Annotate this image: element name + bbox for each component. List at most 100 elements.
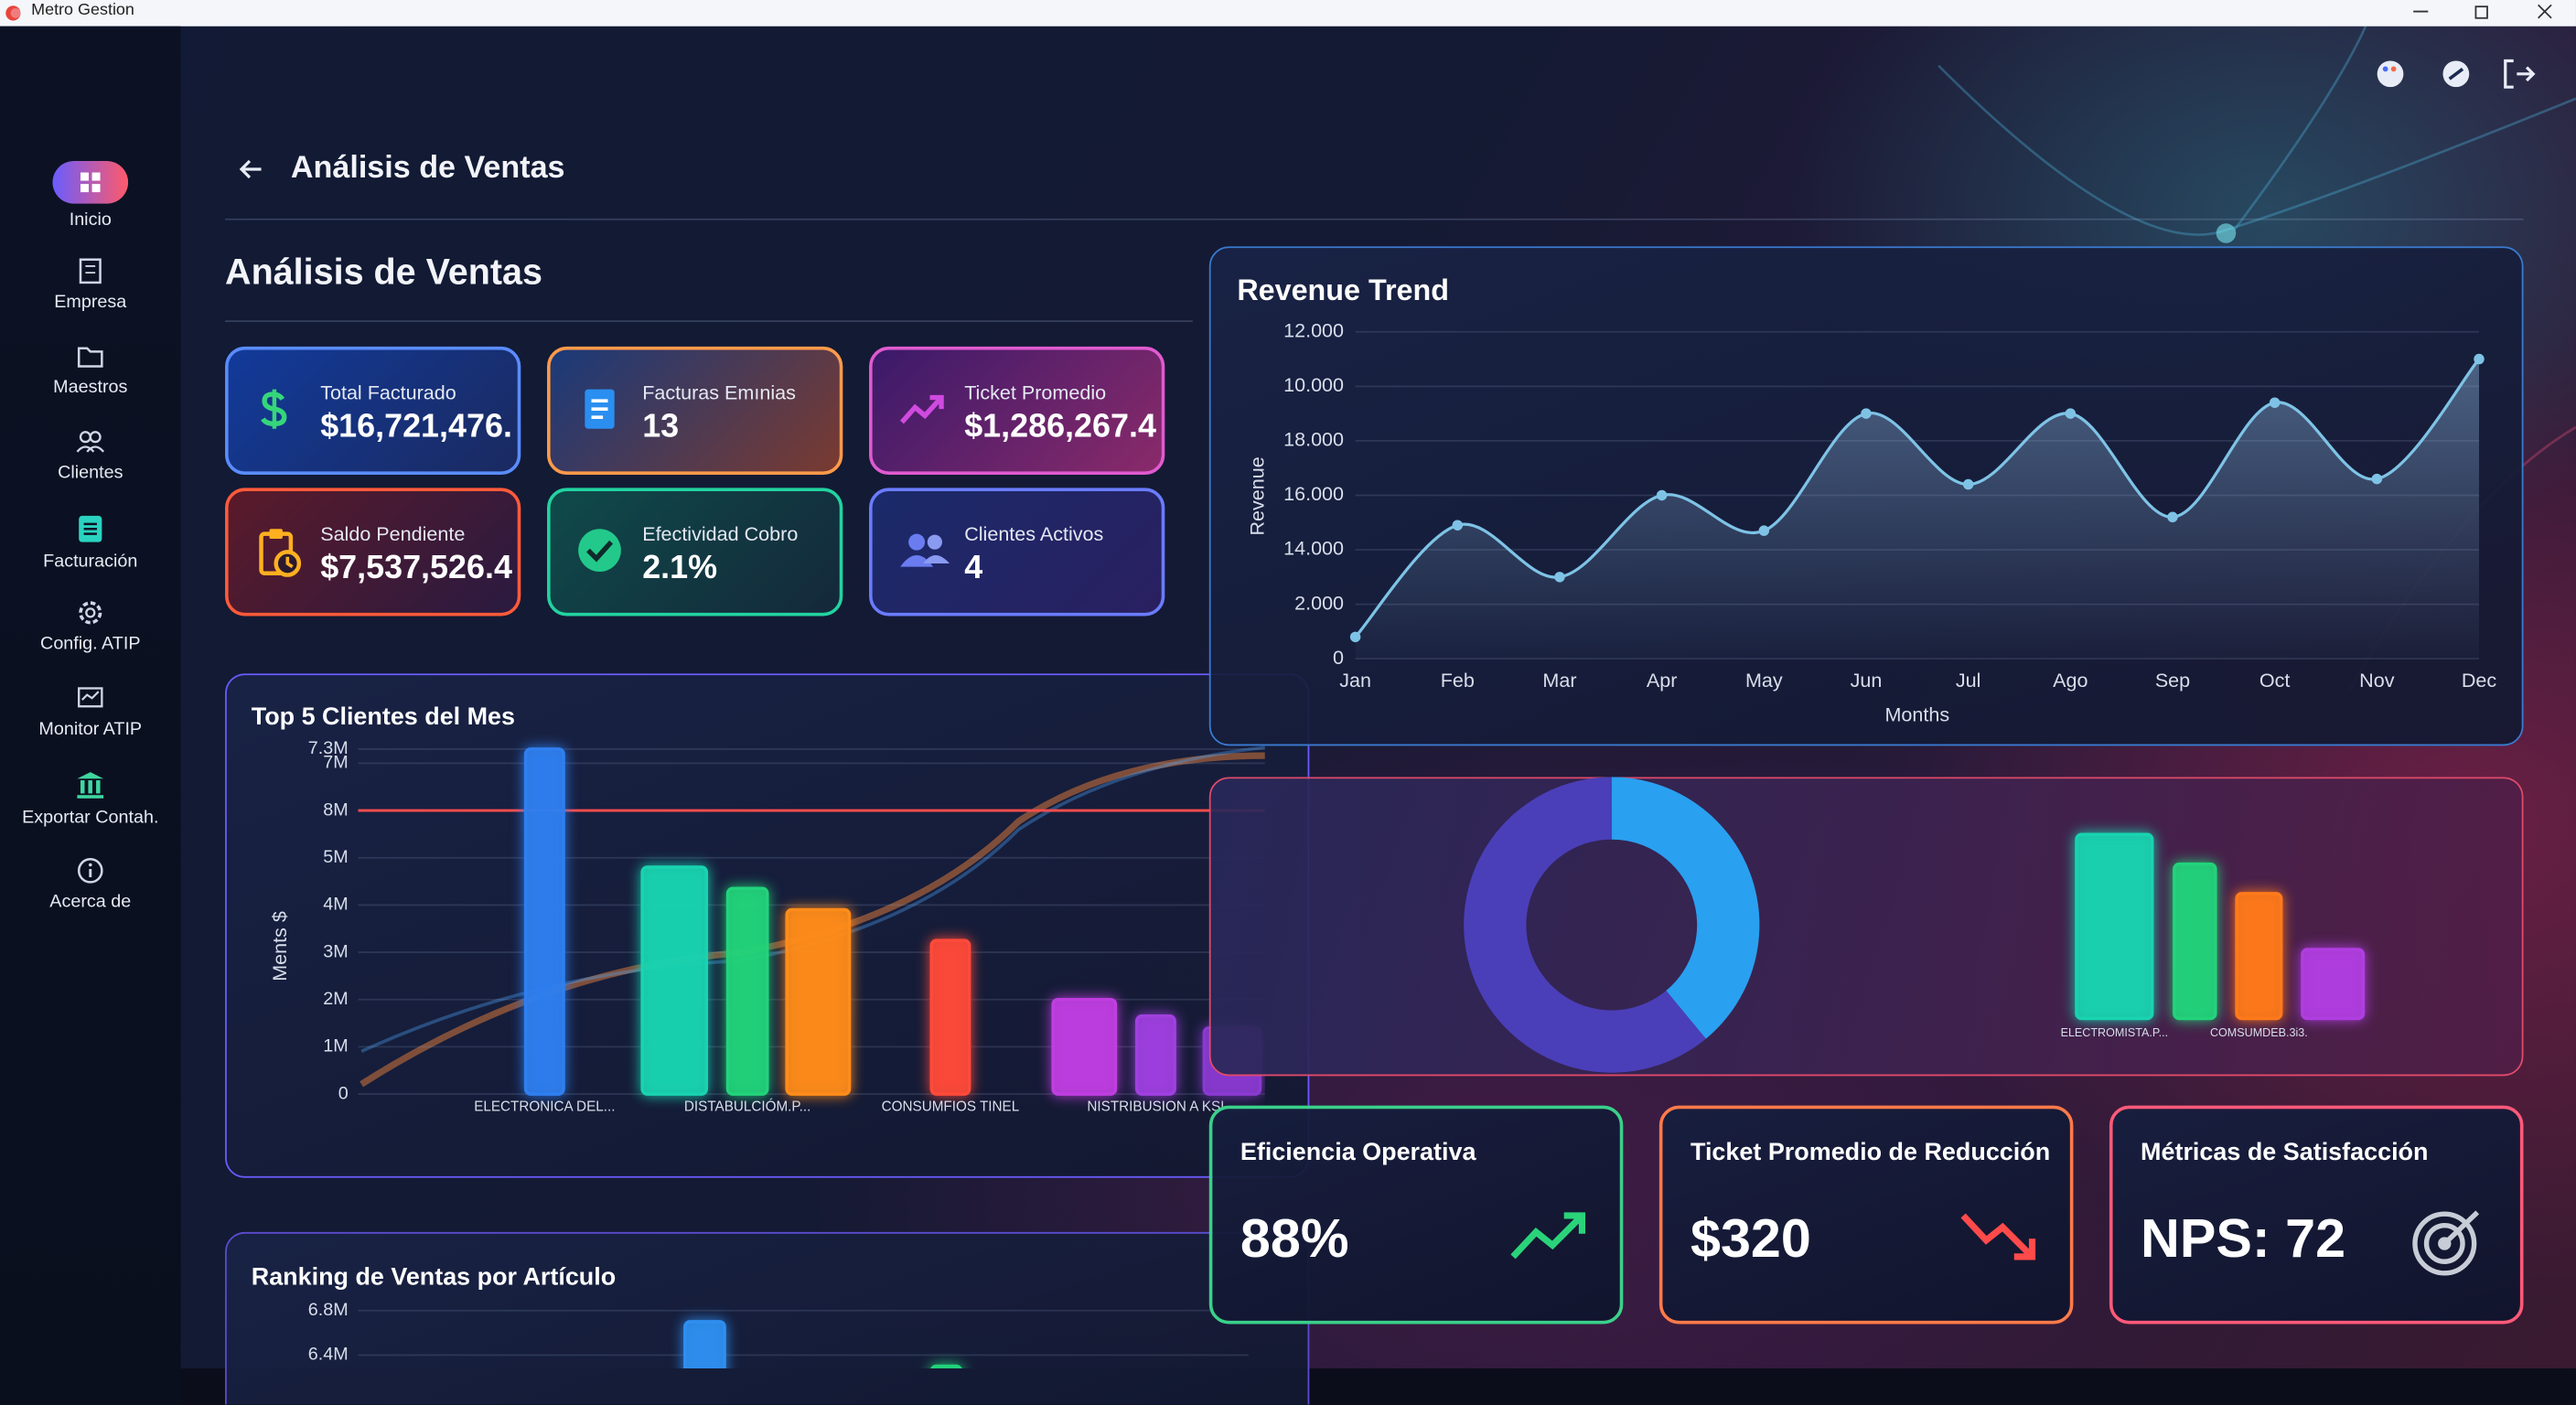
chart-title: Top 5 Clientes del Mes — [252, 702, 515, 730]
x-tick-label: ELECTRONICA DEL... — [474, 1099, 615, 1114]
metric-value: $320 — [1690, 1207, 1811, 1269]
app-icon — [5, 5, 21, 21]
bar — [785, 907, 852, 1096]
section-title: Análisis de Ventas — [225, 251, 543, 293]
x-tick-label: Mar — [1542, 669, 1576, 692]
nav-label: Clientes — [58, 463, 123, 483]
header-title: Análisis de Ventas — [290, 151, 565, 186]
nav-item[interactable]: Inicio — [0, 160, 181, 230]
x-tick-label: Sep — [2155, 669, 2190, 692]
metric-title: Eficiencia Operativa — [1240, 1138, 1476, 1167]
x-tick-label: Nov — [2359, 669, 2395, 692]
bar-chart: Top 5 Clientes del Mes Ments $ 0 1M 2M 3M 4M 5M… — [252, 702, 1265, 1114]
kpi-icon — [578, 529, 621, 572]
mini-bar-chart: ELECTROMISTA.P... COMSUMDEB.3i3. — [2061, 832, 2366, 1039]
nav-icon — [78, 687, 103, 708]
toolbar-icons[interactable] — [2366, 54, 2547, 93]
point — [1758, 525, 1770, 536]
sidebar: Inicio Empresa Maestros Clientes Factura… — [0, 26, 181, 1405]
chart-card — [1208, 777, 2524, 1077]
nav-label: Maestros — [53, 378, 128, 398]
back-button[interactable] — [237, 155, 266, 184]
title-bar: Metro Gestion — [0, 0, 2576, 27]
bar — [2173, 862, 2217, 1021]
kpi-icon — [261, 389, 287, 429]
x-tick-label: Ago — [2053, 669, 2088, 692]
kpi-icon — [899, 394, 944, 424]
kpi-value: $7,537,526.4 — [320, 550, 512, 587]
metric-card: Eficiencia Operativa 88% — [1208, 1105, 1624, 1325]
kpi-icon — [900, 533, 950, 567]
donut-segment — [1611, 777, 1760, 1039]
bar — [1051, 997, 1118, 1096]
metric-title: Ticket Promedio de Reducción — [1690, 1138, 2051, 1167]
bar — [2235, 892, 2283, 1021]
bar — [725, 886, 769, 1096]
kpi-value: 4 — [964, 550, 983, 587]
kpi-value: 13 — [642, 409, 680, 445]
y-tick-label: 0 — [1333, 646, 1344, 669]
donut-segment — [1464, 777, 1706, 1073]
metric-icon — [1510, 1212, 1586, 1260]
nav-item[interactable]: Exportar Contah. — [0, 768, 181, 828]
y-tick-label: 14.000 — [1283, 537, 1344, 560]
metric-title: Métricas de Satisfacción — [2141, 1138, 2429, 1167]
nav-item[interactable]: Maestros — [0, 342, 181, 398]
nav-item[interactable]: Facturación — [0, 512, 181, 572]
kpi-card: Saldo Pendiente $7,537,526.4 — [225, 488, 521, 617]
section-divider — [225, 320, 1193, 322]
kpi-card: Clientes Activos 4 — [869, 488, 1165, 617]
y-tick-label: 6.4M — [308, 1345, 349, 1365]
y-axis-label: Ments $ — [268, 911, 291, 981]
point — [2167, 511, 2178, 523]
nav-item[interactable]: Config. ATIP — [0, 598, 181, 654]
y-axis-label: Revenue — [1245, 456, 1268, 535]
y-tick-label: 3M — [323, 941, 348, 961]
window-controls[interactable] — [2399, 4, 2563, 24]
area — [1355, 359, 2480, 660]
nav-item[interactable]: Acerca de — [0, 856, 181, 912]
y-tick-label: 7.3M — [308, 738, 349, 758]
chart-title: Revenue Trend — [1237, 273, 1449, 306]
donut-chart — [1464, 777, 1760, 1073]
metric-card: Métricas de Satisfacción NPS: 72 — [2109, 1105, 2524, 1325]
nav-item[interactable]: Empresa — [0, 256, 181, 312]
nav-item[interactable]: Monitor ATIP — [0, 683, 181, 739]
kpi-card: Facturas Emınias 13 — [547, 346, 843, 476]
metric-value: 88% — [1240, 1207, 1349, 1269]
x-tick-label: Oct — [2259, 669, 2291, 692]
x-tick-label: Dec — [2462, 669, 2497, 692]
x-tick-label: Jul — [1956, 669, 1981, 692]
nav-icon — [79, 515, 102, 542]
kpi-label: Ticket Promedio — [964, 381, 1107, 404]
bar — [929, 938, 971, 1096]
metric-icon — [1960, 1213, 2036, 1260]
line-chart: Revenue Trend Revenue Months 0 2.000 14.000 16… — [1237, 273, 2497, 725]
nav-icon — [77, 347, 103, 368]
bar-chart: Ranking de Ventas por Artículo 6.8M 6.4M — [252, 1262, 1249, 1368]
kpi-value: $16,721,476. — [320, 409, 512, 445]
x-tick-label: DISTABULCIÓM.P... — [684, 1099, 810, 1114]
kpi-card: Efectividad Cobro 2.1% — [547, 488, 843, 617]
kpi-card: Total Facturado $16,721,476. — [225, 346, 521, 476]
x-tick-label: CONSUMFIOS TINEL — [882, 1099, 1020, 1114]
kpi-label: Facturas Emınias — [642, 381, 796, 404]
point — [1962, 478, 1974, 490]
nav-icon — [77, 857, 103, 884]
nav-icon — [79, 258, 102, 284]
nav-icon — [77, 772, 104, 799]
point — [1452, 520, 1464, 531]
x-tick-label: Jan — [1339, 669, 1371, 692]
kpi-value: $1,286,267.4 — [964, 409, 1156, 445]
kpi-value: 2.1% — [642, 550, 718, 587]
bar — [2301, 948, 2366, 1021]
bar — [523, 747, 565, 1096]
chart-card — [225, 1231, 1310, 1405]
metric-card: Ticket Promedio de Reducción $320 — [1658, 1105, 2074, 1325]
y-tick-label: 10.000 — [1283, 373, 1344, 396]
x-tick-label: Jun — [1851, 669, 1883, 692]
nav-item[interactable]: Clientes — [0, 427, 181, 483]
y-tick-label: 18.000 — [1283, 428, 1344, 451]
